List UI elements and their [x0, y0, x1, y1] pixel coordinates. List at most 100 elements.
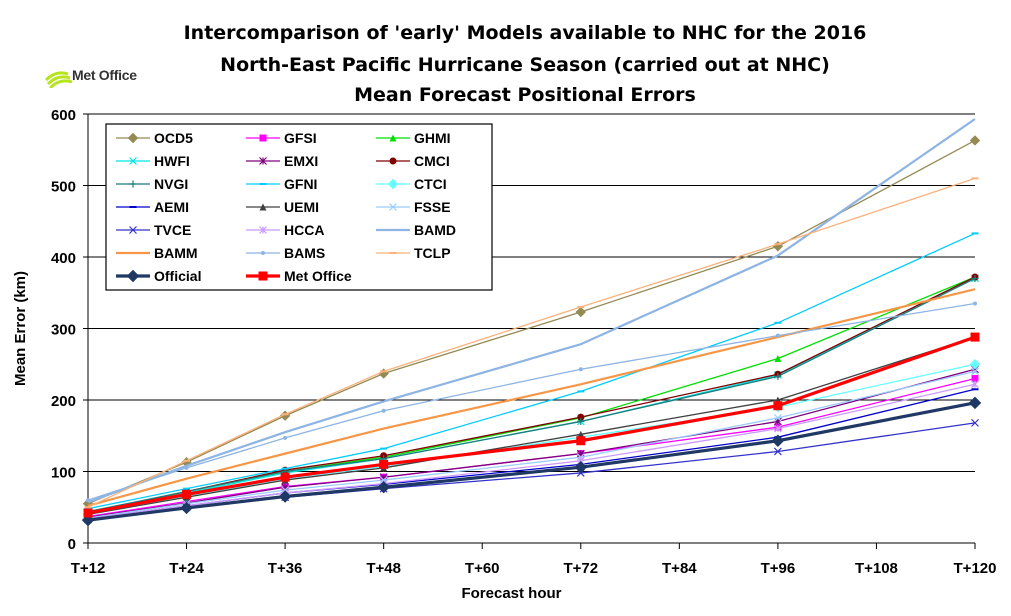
data-point [184, 465, 189, 470]
data-point [129, 180, 137, 188]
data-point [389, 203, 397, 211]
data-point [773, 413, 782, 422]
legend-item: TCLP [376, 245, 451, 261]
data-point [971, 380, 979, 389]
x-tick-label: T+60 [465, 560, 500, 577]
chart-title-line-3: Mean Forecast Positional Errors [354, 84, 696, 106]
data-point [283, 435, 288, 440]
series-bams [86, 301, 977, 503]
legend-item: AEMI [116, 199, 189, 215]
legend-label: AEMI [154, 199, 189, 215]
data-point [86, 498, 90, 503]
x-tick-label: T+84 [662, 560, 697, 577]
data-point [577, 430, 585, 438]
data-point [575, 306, 586, 318]
data-point [259, 226, 267, 234]
data-point [973, 301, 977, 306]
data-point [773, 424, 782, 433]
legend-item: TVCE [116, 222, 191, 238]
data-point [259, 157, 267, 165]
legend-label: HCCA [284, 222, 324, 238]
data-point [774, 372, 782, 380]
data-point [971, 367, 979, 376]
x-tick-label: T+12 [71, 560, 106, 577]
legend-item: UEMI [246, 199, 319, 215]
data-point [127, 132, 139, 144]
data-point [771, 434, 785, 447]
x-tick-label: T+120 [954, 560, 997, 577]
data-point [389, 157, 397, 165]
legend-label: EMXI [284, 153, 318, 169]
met-office-logo-icon [44, 71, 73, 88]
legend-label: GFSI [284, 130, 317, 146]
legend-item: HCCA [246, 222, 324, 238]
data-point [280, 472, 290, 482]
legend-label: HWFI [154, 153, 190, 169]
series-tclp [84, 177, 979, 509]
x-tick-label: T+24 [169, 560, 204, 577]
data-point [389, 134, 397, 142]
y-tick-label: 400 [51, 250, 76, 267]
data-point [577, 413, 585, 421]
data-point [969, 135, 981, 146]
legend-item: Met Office [246, 268, 352, 284]
data-point [971, 375, 979, 383]
legend-label: TCLP [414, 245, 451, 261]
data-point [278, 490, 292, 503]
data-point [387, 178, 399, 190]
data-point [774, 355, 782, 363]
y-axis-label: Mean Error (km) [12, 271, 29, 386]
data-point [379, 459, 389, 469]
data-point [773, 401, 783, 411]
y-tick-label: 200 [51, 393, 76, 410]
data-point [970, 332, 980, 342]
series-line [87, 118, 976, 504]
legend-item: CTCI [376, 176, 447, 192]
series-met-office [83, 332, 980, 518]
legend-label: GFNI [284, 176, 317, 192]
data-point [377, 481, 390, 494]
met-office-logo-text: Met Office [72, 67, 137, 83]
data-point [574, 461, 587, 474]
legend-box [105, 123, 493, 291]
legend-label: BAMM [154, 245, 198, 261]
x-tick-label: T+96 [761, 560, 796, 577]
legend-item: BAMD [376, 222, 456, 238]
data-point [129, 157, 137, 165]
legend-item: HWFI [116, 153, 190, 169]
legend-item: GHMI [376, 130, 451, 146]
x-tick-label: T+72 [563, 560, 598, 577]
x-tick-label: T+108 [855, 560, 898, 577]
legend-item: CMCI [376, 153, 450, 169]
data-point [576, 453, 585, 462]
legend-label: TVCE [154, 222, 191, 238]
data-point [773, 447, 782, 456]
data-point [259, 134, 267, 142]
data-point [971, 274, 979, 282]
y-tick-label: 600 [51, 107, 76, 124]
series-line [87, 401, 976, 522]
data-point [258, 271, 268, 281]
data-point [129, 226, 137, 234]
chart-title-line-1: Intercomparison of 'early' Models availa… [183, 22, 867, 44]
legend-item: EMXI [246, 153, 318, 169]
data-point [576, 436, 586, 446]
legend-item: NVGI [116, 176, 188, 192]
data-point [261, 251, 265, 255]
legend-label: CMCI [414, 153, 450, 169]
data-point [775, 333, 780, 338]
legend-label: BAMS [284, 245, 325, 261]
legend-label: OCD5 [154, 130, 193, 146]
x-axis-label: Forecast hour [461, 585, 561, 602]
chart-title-line-2: North-East Pacific Hurricane Season (car… [220, 54, 830, 76]
legend: OCD5 GFSI GHMI HWFI EMXI CMCI NVGI GFNI CTCI AEMI… [105, 123, 493, 291]
y-tick-label: 500 [51, 179, 76, 196]
data-point [381, 408, 386, 413]
legend-label: Official [154, 268, 201, 284]
x-tick-label: T+36 [268, 560, 303, 577]
data-point [576, 449, 585, 458]
y-tick-label: 100 [51, 465, 76, 482]
legend-label: GHMI [414, 130, 451, 146]
data-point [969, 359, 981, 370]
